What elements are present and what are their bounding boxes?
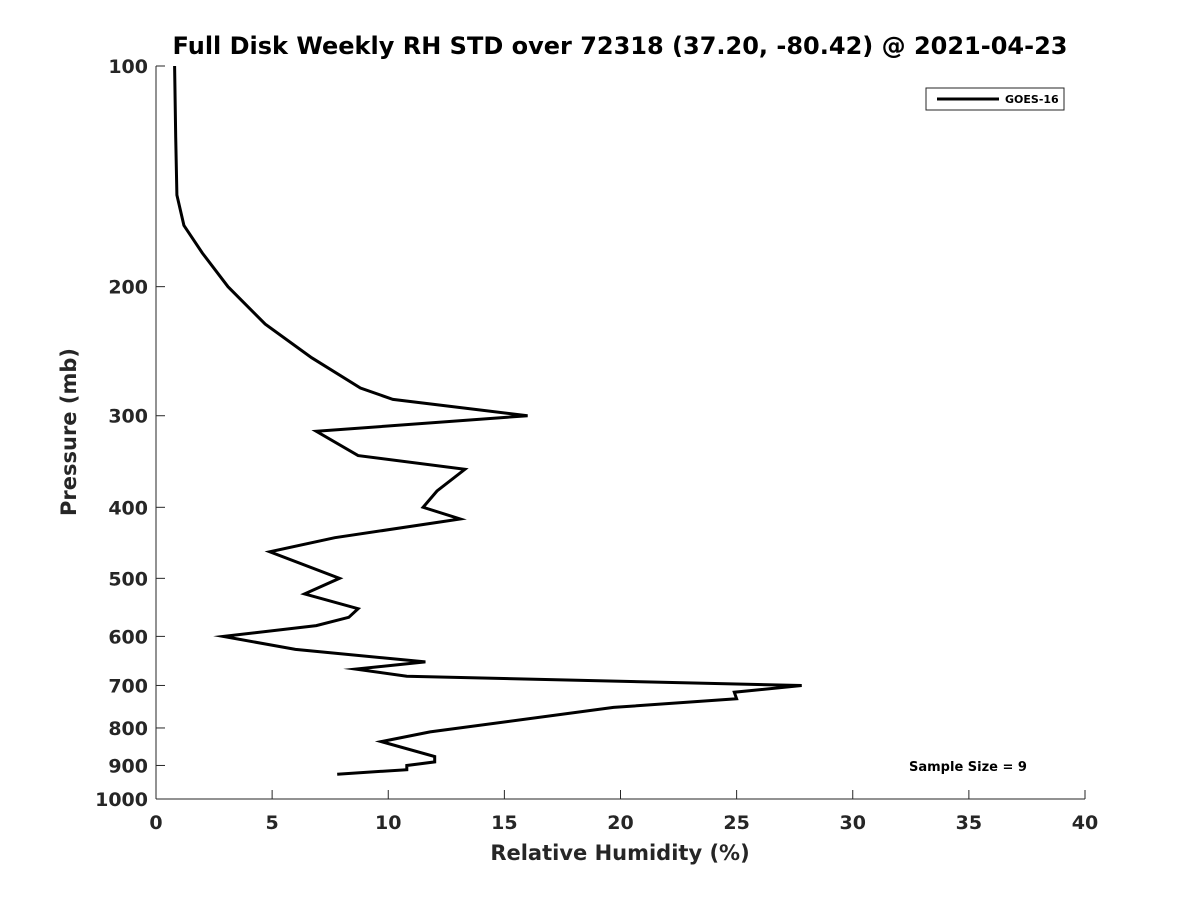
x-tick-label: 25 <box>723 812 749 834</box>
legend: GOES-16 <box>925 87 1065 111</box>
y-tick-label: 400 <box>108 497 148 519</box>
y-tick-label: 300 <box>108 406 148 428</box>
y-tick-label: 800 <box>108 718 148 740</box>
y-tick-label: 100 <box>108 56 148 78</box>
y-axis-label: Pressure (mb) <box>57 348 81 516</box>
y-tick-label: 200 <box>108 277 148 299</box>
series-line-goes-16 <box>173 65 802 776</box>
y-tick-label: 700 <box>108 675 148 697</box>
x-tick-label: 20 <box>607 812 633 834</box>
y-tick-label: 500 <box>108 568 148 590</box>
y-tick-label: 1000 <box>95 789 148 811</box>
series-layer <box>173 65 802 776</box>
x-tick-label: 30 <box>840 812 866 834</box>
x-tick-label: 5 <box>266 812 279 834</box>
y-axis-ticks: 100 200 300 400 500 600 700 800 900 1000 <box>95 56 165 811</box>
sample-size-annotation: Sample Size = 9 <box>909 760 1027 775</box>
y-tick-label: 600 <box>108 626 148 648</box>
x-tick-label: 10 <box>375 812 401 834</box>
chart-title: Full Disk Weekly RH STD over 72318 (37.2… <box>173 32 1068 60</box>
legend-label-goes-16: GOES-16 <box>1005 93 1059 106</box>
plot-area <box>156 66 1085 799</box>
x-axis-ticks: 0 5 10 15 20 25 30 35 40 <box>149 790 1098 834</box>
x-tick-label: 35 <box>956 812 982 834</box>
x-tick-label: 0 <box>149 812 162 834</box>
x-tick-label: 40 <box>1072 812 1098 834</box>
x-tick-label: 15 <box>491 812 517 834</box>
y-tick-label: 900 <box>108 755 148 777</box>
x-axis-label: Relative Humidity (%) <box>490 841 749 865</box>
